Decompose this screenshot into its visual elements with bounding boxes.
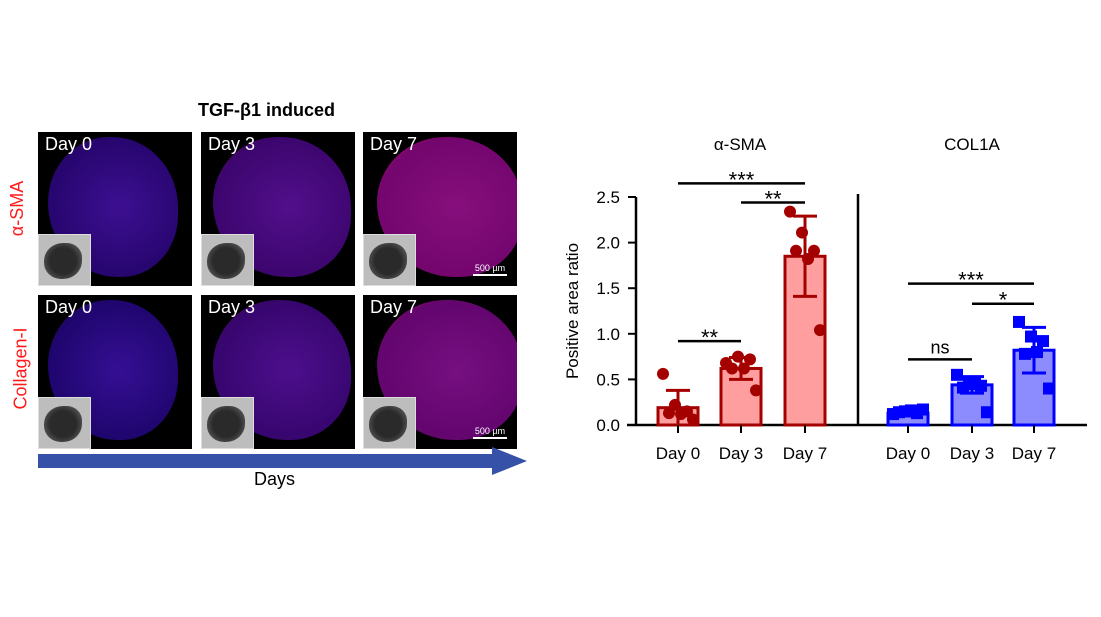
y-tick-label: 2.0 — [596, 234, 620, 253]
x-tick-label: Day 3 — [719, 444, 763, 463]
data-point — [981, 406, 993, 419]
panel-day-label: Day 7 — [370, 297, 418, 317]
data-point — [951, 368, 963, 381]
y-tick-label: 2.5 — [596, 188, 620, 207]
y-tick-label: 0.5 — [596, 370, 620, 389]
significance-label: ns — [930, 337, 949, 357]
panel-day-label: Day 3 — [208, 297, 256, 317]
data-point — [784, 205, 796, 218]
y-tick-label: 1.5 — [596, 279, 620, 298]
y-tick-label: 0.0 — [596, 416, 620, 435]
data-point — [790, 244, 802, 257]
significance-label: *** — [958, 268, 984, 293]
micrograph-asma-day3: Day 3 — [201, 132, 355, 286]
panel-day-label: Day 0 — [45, 297, 93, 317]
brightfield-inset — [38, 234, 91, 286]
group-title: COL1A — [944, 135, 1000, 154]
scale-bar: 500 µm — [473, 263, 507, 276]
days-label: Days — [254, 469, 296, 489]
x-tick-label: Day 0 — [886, 444, 930, 463]
x-tick-label: Day 7 — [783, 444, 827, 463]
brightfield-inset — [363, 397, 416, 449]
panel-day-label: Day 7 — [370, 134, 418, 154]
data-point — [750, 384, 762, 397]
x-tick-label: Day 0 — [656, 444, 700, 463]
micrograph-asma-day0: Day 0 — [38, 132, 192, 286]
scale-bar-label: 500 µm — [474, 263, 506, 273]
arrow-shape — [38, 447, 527, 475]
y-axis-label: Positive area ratio — [563, 243, 582, 379]
data-point — [1043, 382, 1055, 395]
micrograph-collagen-day0: Day 0 — [38, 295, 192, 449]
brightfield-inset — [38, 397, 91, 449]
data-point — [663, 407, 675, 420]
panel-day-label: Day 3 — [208, 134, 256, 154]
data-point — [726, 362, 738, 375]
x-tick-label: Day 3 — [950, 444, 994, 463]
brightfield-inset — [201, 397, 254, 449]
data-point — [687, 413, 699, 426]
x-tick-label: Day 7 — [1012, 444, 1056, 463]
micrograph-asma-day7: Day 7 500 µm — [363, 132, 517, 286]
significance-label: ** — [701, 325, 719, 350]
data-point — [957, 381, 969, 394]
group-title: α-SMA — [714, 135, 767, 154]
figure-title: TGF-β1 induced — [198, 100, 335, 120]
brightfield-inset — [201, 234, 254, 286]
data-point — [1019, 347, 1031, 360]
data-point — [814, 324, 826, 337]
data-point — [657, 367, 669, 380]
significance-label: * — [999, 288, 1008, 313]
data-point — [917, 403, 929, 416]
significance-label: ** — [764, 186, 782, 211]
micrograph-collagen-day3: Day 3 — [201, 295, 355, 449]
data-point — [1013, 315, 1025, 328]
scale-bar-label: 500 µm — [474, 426, 506, 436]
micrograph-collagen-day7: Day 7 500 µm — [363, 295, 517, 449]
significance-label: *** — [729, 167, 755, 192]
brightfield-inset — [363, 234, 416, 286]
y-tick-label: 1.0 — [596, 325, 620, 344]
scale-bar: 500 µm — [473, 426, 507, 439]
panel-day-label: Day 0 — [45, 134, 93, 154]
data-point — [1037, 335, 1049, 348]
data-point — [808, 244, 820, 257]
